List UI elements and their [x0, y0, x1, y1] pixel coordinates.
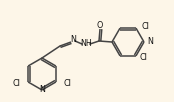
Text: N: N — [70, 35, 76, 44]
Text: O: O — [97, 21, 103, 30]
Text: Cl: Cl — [12, 79, 20, 88]
Text: Cl: Cl — [64, 79, 72, 88]
Text: Cl: Cl — [141, 22, 149, 31]
Text: N: N — [147, 38, 153, 47]
Text: N: N — [39, 85, 45, 94]
Text: Cl: Cl — [139, 53, 147, 62]
Text: NH: NH — [80, 39, 92, 48]
